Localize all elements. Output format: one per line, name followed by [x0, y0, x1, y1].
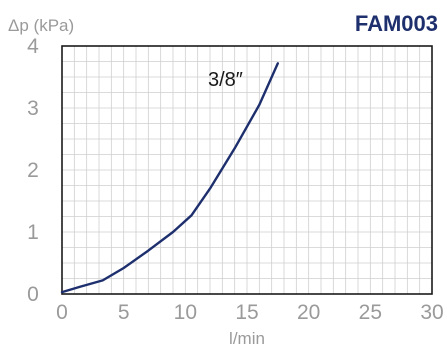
- y-tick-label: 2: [27, 159, 39, 182]
- x-tick-label: 15: [235, 301, 258, 324]
- x-tick-label: 0: [56, 301, 68, 324]
- product-code: FAM003: [355, 11, 438, 36]
- y-tick-label: 1: [27, 221, 39, 244]
- chart-grid: [61, 45, 433, 295]
- x-axis-ticks: 0 5 10 15 20 25 30: [56, 301, 444, 324]
- y-axis-label: Δp (kPa): [8, 16, 74, 35]
- x-tick-label: 20: [297, 301, 320, 324]
- x-tick-label: 10: [174, 301, 197, 324]
- y-axis-ticks: 0 1 2 3 4: [27, 35, 39, 306]
- x-axis-label: l/min: [229, 329, 265, 348]
- y-tick-label: 4: [27, 35, 39, 58]
- series-line-3-8: [60, 62, 279, 294]
- x-tick-label: 30: [420, 301, 443, 324]
- y-tick-label: 0: [27, 283, 39, 306]
- y-tick-label: 3: [27, 97, 39, 120]
- series-label-3-8: 3/8″: [208, 69, 243, 91]
- plot-frame: [61, 45, 433, 295]
- x-tick-label: 25: [359, 301, 382, 324]
- x-tick-label: 5: [118, 301, 130, 324]
